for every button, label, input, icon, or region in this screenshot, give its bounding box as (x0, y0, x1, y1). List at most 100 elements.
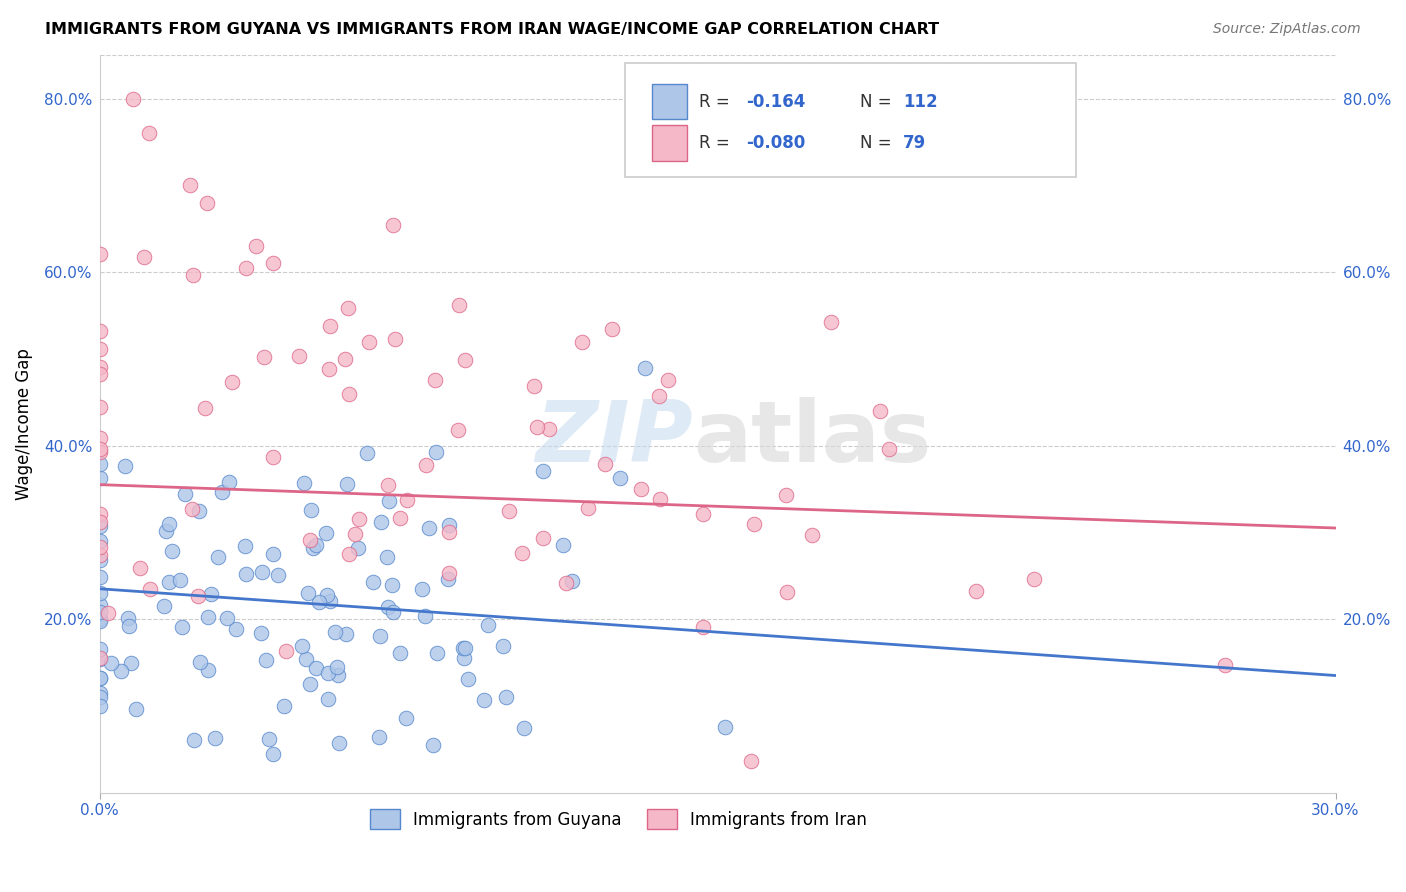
Point (692, 507, 714, 521)
Point (775, 487, 797, 501)
Point (89, 672, 111, 686)
Point (388, 510, 411, 524)
Y-axis label: Wage/Income Gap: Wage/Income Gap (15, 348, 32, 500)
Point (110, 664, 132, 678)
Point (262, 747, 284, 762)
Point (316, 665, 339, 680)
Point (235, 566, 257, 581)
Point (153, 599, 176, 614)
Point (492, 639, 515, 653)
Point (377, 478, 399, 492)
Point (89, 445, 111, 459)
Point (965, 584, 987, 599)
Point (513, 721, 536, 735)
Point (437, 566, 460, 580)
Point (308, 595, 330, 609)
Point (302, 541, 325, 555)
Point (869, 403, 891, 417)
Point (89, 400, 111, 414)
Text: -0.164: -0.164 (747, 93, 806, 111)
Point (221, 375, 243, 389)
Point (169, 573, 191, 587)
Point (89, 686, 111, 700)
Point (730, 156, 752, 170)
Point (388, 647, 411, 661)
Point (318, 361, 340, 376)
Text: 79: 79 (903, 134, 927, 152)
Point (776, 585, 799, 599)
FancyBboxPatch shape (652, 125, 686, 161)
Point (437, 518, 460, 533)
Point (217, 611, 239, 625)
Point (254, 653, 277, 667)
Point (384, 332, 406, 346)
Point (89, 690, 111, 705)
Point (100, 657, 122, 671)
Point (337, 387, 360, 401)
Point (89, 650, 111, 665)
Point (531, 464, 554, 478)
Point (411, 582, 433, 596)
Text: ZIP: ZIP (536, 397, 693, 480)
Text: -0.080: -0.080 (747, 134, 806, 152)
Point (648, 389, 671, 403)
Point (378, 494, 401, 508)
Point (657, 373, 679, 387)
Point (531, 532, 554, 546)
Point (381, 578, 404, 592)
Point (170, 620, 193, 634)
Point (114, 458, 136, 473)
Point (125, 702, 148, 716)
Point (298, 533, 321, 547)
Point (89, 612, 111, 626)
Point (211, 484, 233, 499)
Point (335, 627, 357, 641)
Point (263, 450, 285, 465)
Point (89, 585, 111, 599)
Point (89, 515, 111, 529)
Point (276, 644, 298, 658)
Text: R =: R = (699, 93, 735, 111)
Point (370, 515, 392, 529)
Point (553, 538, 575, 552)
Point (576, 500, 599, 515)
Point (89, 247, 111, 261)
Point (160, 543, 183, 558)
Point (250, 565, 273, 579)
Point (318, 691, 340, 706)
Point (117, 611, 139, 625)
Point (449, 298, 471, 312)
Point (571, 334, 593, 349)
Point (495, 690, 517, 705)
Point (395, 710, 418, 724)
Point (425, 445, 447, 459)
Point (453, 651, 475, 665)
Point (89, 553, 111, 567)
Point (225, 623, 247, 637)
Point (634, 361, 657, 376)
Point (120, 657, 142, 671)
Text: Source: ZipAtlas.com: Source: ZipAtlas.com (1213, 22, 1361, 37)
Point (89, 367, 111, 381)
Point (381, 218, 404, 232)
Text: N =: N = (859, 93, 897, 111)
Point (315, 526, 337, 541)
Point (204, 731, 226, 746)
Point (418, 521, 440, 535)
Point (173, 487, 195, 501)
Point (344, 526, 367, 541)
Point (207, 550, 229, 565)
Point (454, 353, 477, 368)
Point (347, 541, 370, 556)
Point (437, 572, 460, 586)
Point (692, 620, 714, 634)
Point (183, 733, 205, 747)
Point (89, 507, 111, 521)
Point (287, 350, 309, 364)
Point (89, 519, 111, 533)
Point (155, 524, 177, 538)
Point (89, 671, 111, 685)
Point (291, 639, 314, 653)
Point (89, 342, 111, 356)
Point (194, 401, 217, 415)
